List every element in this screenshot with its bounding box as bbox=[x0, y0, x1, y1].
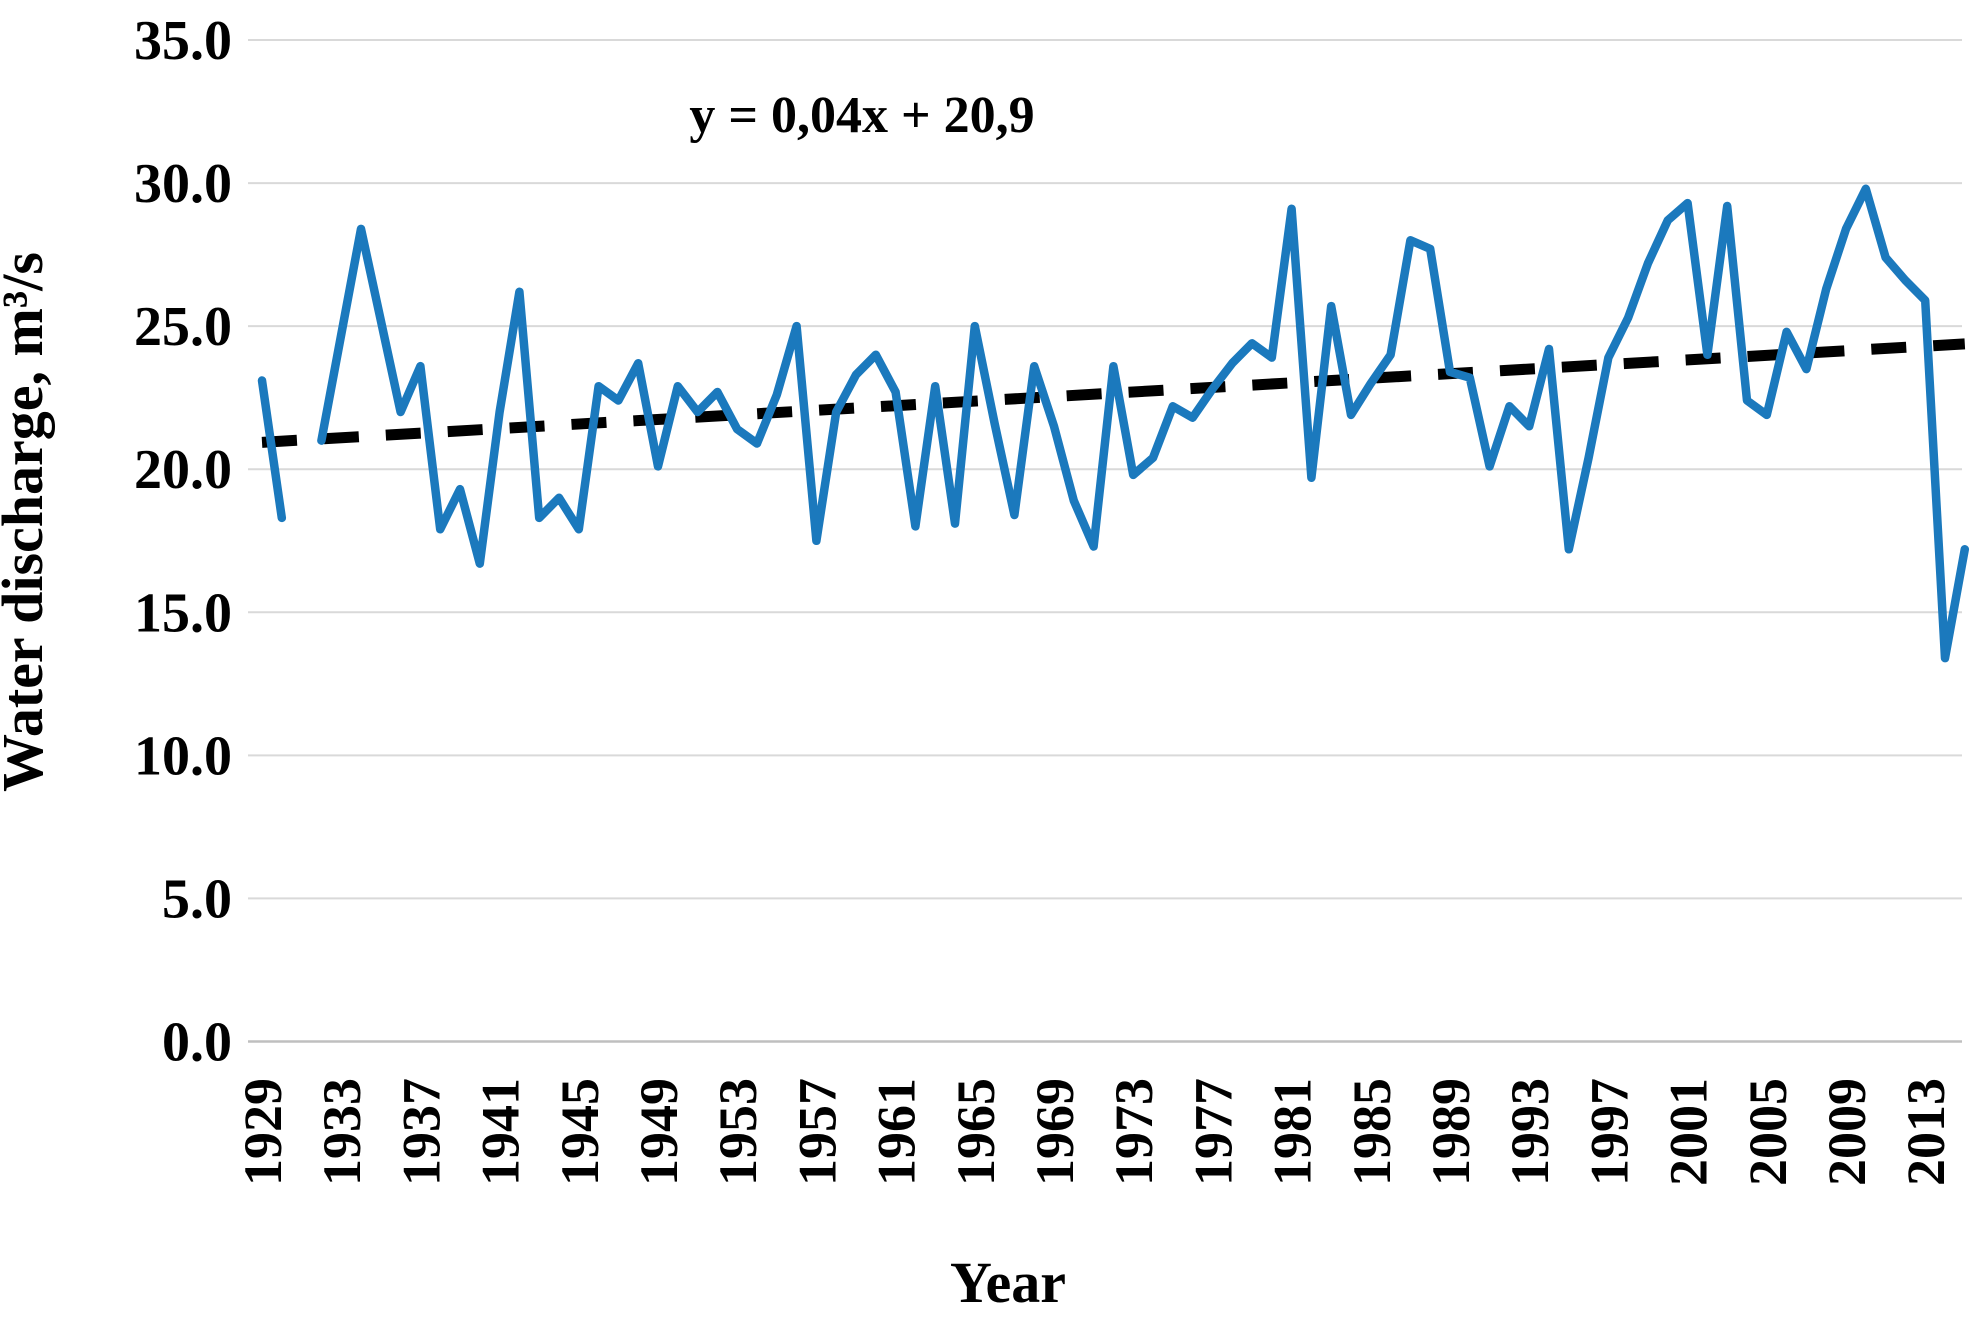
y-tick-label: 0.0 bbox=[162, 1012, 232, 1074]
y-axis-title: Water discharge, m³/s bbox=[0, 252, 55, 792]
discharge-line-series bbox=[257, 184, 1970, 663]
x-tick-label: 1969 bbox=[1025, 1078, 1085, 1186]
x-tick-label: 2005 bbox=[1738, 1078, 1798, 1186]
x-tick-label: 1929 bbox=[233, 1078, 293, 1186]
y-tick-label: 20.0 bbox=[134, 439, 232, 501]
x-tick-label: 1949 bbox=[629, 1078, 689, 1186]
y-tick-label: 25.0 bbox=[134, 296, 232, 358]
y-tick-label: 5.0 bbox=[162, 868, 232, 930]
x-tick-label: 1941 bbox=[471, 1078, 531, 1186]
gridlines bbox=[248, 39, 1962, 1043]
x-axis-tick-labels: 1929 1933 1937 1941 1945 1949 1953 1957 1961 1965… bbox=[233, 1078, 1956, 1186]
x-tick-label: 2009 bbox=[1817, 1078, 1877, 1186]
x-tick-label: 1973 bbox=[1104, 1078, 1164, 1186]
x-tick-label: 1961 bbox=[867, 1078, 927, 1186]
y-tick-label: 10.0 bbox=[134, 725, 232, 787]
x-tick-label: 1985 bbox=[1342, 1078, 1402, 1186]
equation-label: y = 0,04x + 20,9 bbox=[689, 87, 1034, 144]
x-tick-label: 1993 bbox=[1500, 1078, 1560, 1186]
y-axis-tick-labels: 0.0 5.0 10.0 15.0 20.0 25.0 30.0 35.0 bbox=[134, 10, 232, 1073]
x-tick-label: 1981 bbox=[1263, 1078, 1323, 1186]
x-tick-label: 1965 bbox=[946, 1078, 1006, 1186]
x-tick-label: 1977 bbox=[1183, 1078, 1243, 1186]
x-tick-label: 1937 bbox=[391, 1078, 451, 1186]
x-tick-label: 1945 bbox=[550, 1078, 610, 1186]
x-tick-label: 1953 bbox=[708, 1078, 768, 1186]
x-tick-label: 1957 bbox=[787, 1078, 847, 1186]
x-tick-label: 1933 bbox=[312, 1078, 372, 1186]
x-tick-label: 1989 bbox=[1421, 1078, 1481, 1186]
y-tick-label: 35.0 bbox=[134, 10, 232, 72]
x-tick-label: 1997 bbox=[1579, 1078, 1639, 1186]
y-tick-label: 15.0 bbox=[134, 582, 232, 644]
x-axis-title: Year bbox=[950, 1250, 1066, 1315]
x-tick-label: 2001 bbox=[1659, 1078, 1719, 1186]
y-tick-label: 30.0 bbox=[134, 153, 232, 215]
x-tick-label: 2013 bbox=[1896, 1078, 1956, 1186]
